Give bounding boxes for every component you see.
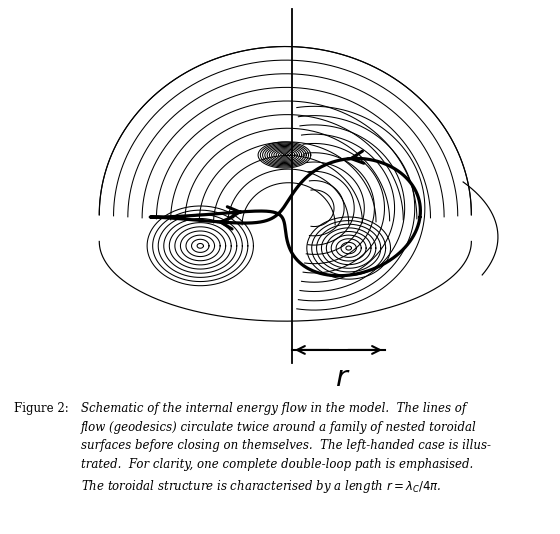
Text: Schematic of the internal energy flow in the model.  The lines of
flow (geodesic: Schematic of the internal energy flow in…	[81, 403, 491, 494]
Text: $r$: $r$	[335, 363, 351, 392]
Text: Figure 2:: Figure 2:	[14, 403, 69, 415]
